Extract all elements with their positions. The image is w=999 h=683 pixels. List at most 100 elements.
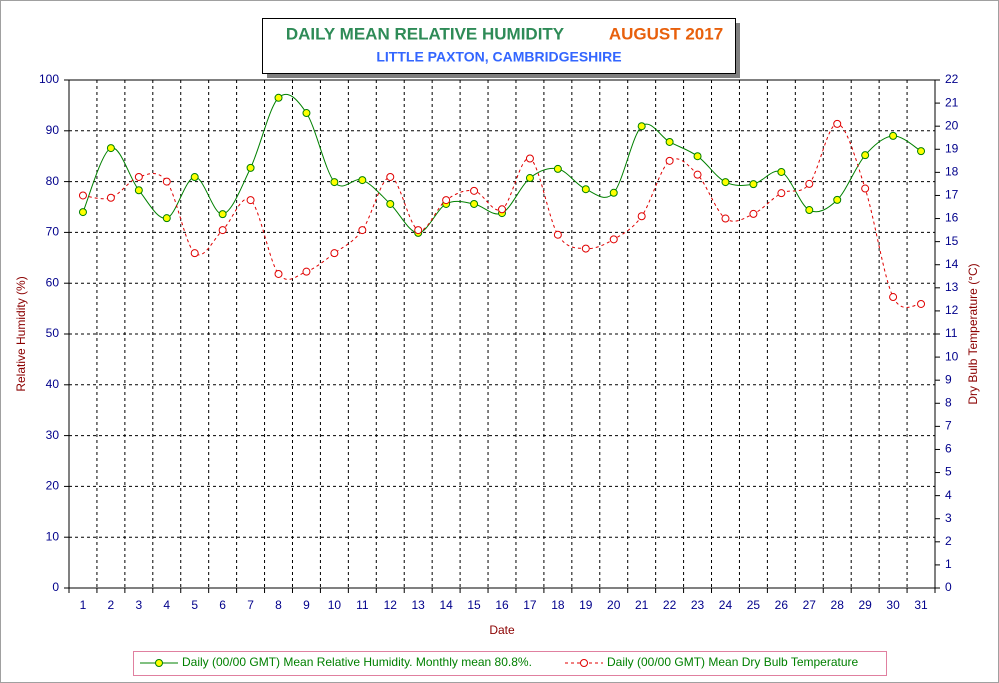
- data-point: [386, 199, 395, 208]
- y-tick-label: 40: [46, 377, 60, 391]
- x-tick-label: 2: [108, 598, 115, 612]
- y-tick-label: 0: [52, 580, 59, 594]
- x-tick-label: 14: [439, 598, 453, 612]
- x-tick-label: 11: [356, 598, 369, 612]
- x-tick-label: 15: [467, 598, 481, 612]
- x-tick-label: 31: [914, 598, 928, 612]
- data-point: [302, 109, 311, 118]
- data-point: [358, 226, 367, 235]
- data-point: [386, 172, 395, 181]
- data-point: [470, 199, 479, 208]
- x-tick-label: 21: [635, 598, 649, 612]
- data-point: [358, 176, 367, 185]
- data-point: [581, 185, 590, 194]
- x-tick-label: 23: [691, 598, 705, 612]
- y2-tick-label: 20: [945, 118, 959, 132]
- x-tick-label: 1: [80, 598, 87, 612]
- data-point: [917, 147, 926, 156]
- plot-frame: [68, 79, 936, 589]
- chart-subtitle: LITTLE PAXTON, CAMBRIDGESHIRE: [376, 49, 621, 65]
- y2-tick-label: 15: [945, 234, 959, 248]
- y2-axis-label: Dry Bulb Temperature (°C): [966, 263, 980, 404]
- data-point: [833, 119, 842, 128]
- legend-label: Daily (00/00 GMT) Mean Dry Bulb Temperat…: [607, 655, 859, 669]
- x-tick-label: 26: [775, 598, 789, 612]
- data-point: [442, 196, 451, 205]
- x-tick-label: 13: [412, 598, 426, 612]
- data-point: [721, 178, 730, 187]
- data-point: [190, 249, 199, 258]
- y-tick-label: 100: [39, 72, 59, 86]
- data-point: [274, 93, 283, 102]
- data-point: [246, 196, 255, 205]
- data-point: [134, 186, 143, 195]
- data-point: [134, 172, 143, 181]
- x-tick-label: 4: [163, 598, 170, 612]
- y-tick-label: 50: [46, 326, 60, 340]
- y-tick-label: 10: [46, 529, 60, 543]
- data-point: [302, 267, 311, 276]
- y2-tick-label: 14: [945, 257, 959, 271]
- y2-tick-label: 10: [945, 349, 959, 363]
- data-point: [106, 193, 115, 202]
- data-point: [889, 131, 898, 140]
- data-point: [917, 299, 926, 308]
- data-point: [330, 178, 339, 187]
- x-tick-label: 9: [303, 598, 310, 612]
- chart-title: DAILY MEAN RELATIVE HUMIDITY: [286, 24, 565, 43]
- data-point: [749, 209, 758, 218]
- x-tick-label: 5: [191, 598, 198, 612]
- y2-tick-label: 19: [945, 141, 959, 155]
- x-tick-label: 17: [523, 598, 537, 612]
- y2-tick-label: 21: [945, 95, 959, 109]
- x-axis-label: Date: [489, 623, 515, 637]
- data-point: [162, 177, 171, 186]
- x-tick-label: 7: [247, 598, 254, 612]
- legend-marker: [155, 659, 163, 667]
- data-point: [470, 186, 479, 195]
- y-tick-label: 30: [46, 428, 60, 442]
- y2-tick-label: 16: [945, 211, 959, 225]
- data-point: [749, 180, 758, 189]
- x-tick-label: 3: [135, 598, 142, 612]
- legend-box: [133, 651, 887, 676]
- x-tick-label: 18: [551, 598, 565, 612]
- y2-tick-label: 18: [945, 165, 959, 179]
- data-point: [665, 156, 674, 165]
- x-tick-label: 24: [719, 598, 733, 612]
- data-point: [190, 173, 199, 182]
- chart-period: AUGUST 2017: [609, 24, 723, 43]
- x-tick-label: 20: [607, 598, 621, 612]
- y2-tick-label: 12: [945, 303, 959, 317]
- data-point: [581, 244, 590, 253]
- data-point: [721, 214, 730, 223]
- data-point: [330, 249, 339, 258]
- legend-marker: [580, 659, 588, 667]
- y-tick-label: 80: [46, 174, 60, 188]
- x-tick-label: 6: [219, 598, 226, 612]
- data-point: [861, 184, 870, 193]
- data-point: [106, 144, 115, 153]
- title-box: [262, 18, 736, 74]
- x-tick-label: 8: [275, 598, 282, 612]
- data-point: [665, 137, 674, 146]
- data-point: [414, 226, 423, 235]
- y-axis-label: Relative Humidity (%): [14, 276, 28, 391]
- y2-tick-label: 22: [945, 72, 959, 86]
- y2-tick-label: 8: [945, 395, 952, 409]
- y2-tick-label: 1: [945, 557, 952, 571]
- x-tick-label: 22: [663, 598, 677, 612]
- data-point: [274, 269, 283, 278]
- y-tick-label: 90: [46, 123, 60, 137]
- x-tick-label: 27: [803, 598, 817, 612]
- y2-tick-label: 0: [945, 580, 952, 594]
- y2-tick-label: 3: [945, 511, 952, 525]
- data-point: [525, 174, 534, 183]
- data-point: [78, 208, 87, 217]
- data-point: [777, 167, 786, 176]
- y2-tick-label: 2: [945, 534, 952, 548]
- y2-tick-label: 6: [945, 442, 952, 456]
- y-tick-label: 60: [46, 275, 60, 289]
- data-point: [218, 226, 227, 235]
